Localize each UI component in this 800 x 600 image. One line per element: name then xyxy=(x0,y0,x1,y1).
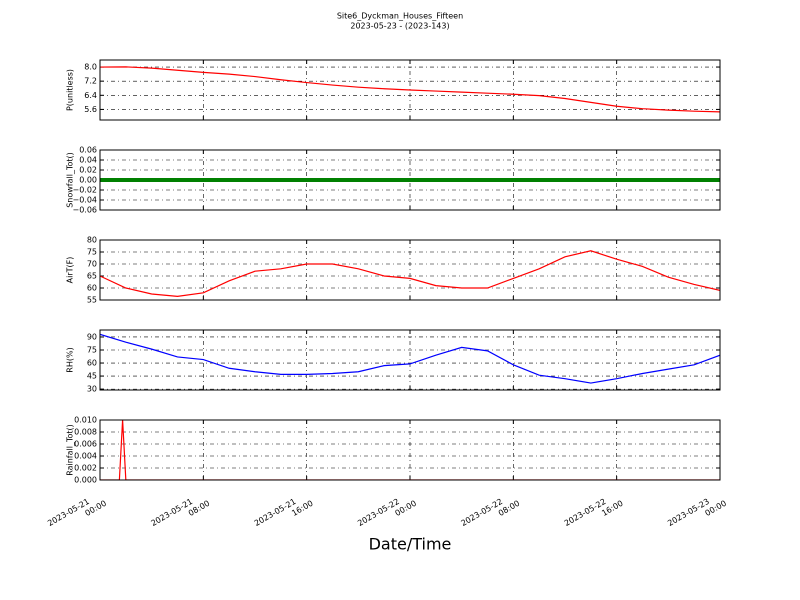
y-tick-label: 55 xyxy=(87,296,97,305)
y-axis-label: RH(%) xyxy=(66,347,75,372)
y-tick-label: 0.02 xyxy=(79,166,97,175)
y-tick-label: −0.06 xyxy=(72,206,97,215)
axes-frame xyxy=(99,329,721,391)
x-axis-label: Date/Time xyxy=(369,535,452,554)
plot-area xyxy=(100,420,720,480)
y-tick-label: 0.000 xyxy=(74,476,97,485)
axes-frame xyxy=(99,239,721,301)
y-tick-label: 60 xyxy=(87,359,97,368)
plot-area xyxy=(100,66,720,113)
y-tick-label: 70 xyxy=(87,260,97,269)
y-tick-label: 0.004 xyxy=(74,452,97,461)
y-tick-label: 75 xyxy=(87,346,97,355)
y-tick-label: 30 xyxy=(87,385,97,394)
y-tick-label: 60 xyxy=(87,284,97,293)
subtitle: 2023-05-23 - (2023-143) xyxy=(350,22,449,31)
axes-frame xyxy=(99,59,721,121)
title: Site6_Dyckman_Houses_Fifteen xyxy=(337,12,463,21)
data-line xyxy=(100,66,720,113)
y-tick-label: 8.0 xyxy=(84,63,97,72)
plot-area xyxy=(100,250,720,298)
axes-frame xyxy=(99,419,721,481)
y-tick-label: −0.02 xyxy=(72,186,97,195)
y-tick-label: −0.04 xyxy=(72,196,97,205)
y-axis-label: P(unitless) xyxy=(66,69,75,111)
data-line xyxy=(100,250,720,298)
axes-frame xyxy=(99,149,721,211)
y-tick-label: 65 xyxy=(87,272,97,281)
y-tick-label: 0.00 xyxy=(79,176,97,185)
y-tick-label: 0.006 xyxy=(74,440,97,449)
data-line xyxy=(100,333,720,384)
y-tick-label: 6.4 xyxy=(84,91,97,100)
data-line xyxy=(100,420,720,480)
y-tick-label: 5.6 xyxy=(84,105,97,114)
y-tick-label: 0.04 xyxy=(79,156,97,165)
y-axis-label: Rainfall_Tot() xyxy=(66,424,75,476)
y-tick-label: 90 xyxy=(87,332,97,341)
y-tick-label: 75 xyxy=(87,248,97,257)
y-tick-label: 0.008 xyxy=(74,428,97,437)
y-axis-label: Snowfall_Tot() xyxy=(66,152,75,208)
y-tick-label: 45 xyxy=(87,372,97,381)
y-tick-label: 0.010 xyxy=(74,416,97,425)
y-tick-label: 7.2 xyxy=(84,77,97,86)
plot-area xyxy=(100,333,720,384)
y-tick-label: 0.002 xyxy=(74,464,97,473)
y-tick-label: 0.06 xyxy=(79,146,97,155)
y-tick-label: 80 xyxy=(87,236,97,245)
y-axis-label: AirT(F) xyxy=(66,257,75,284)
